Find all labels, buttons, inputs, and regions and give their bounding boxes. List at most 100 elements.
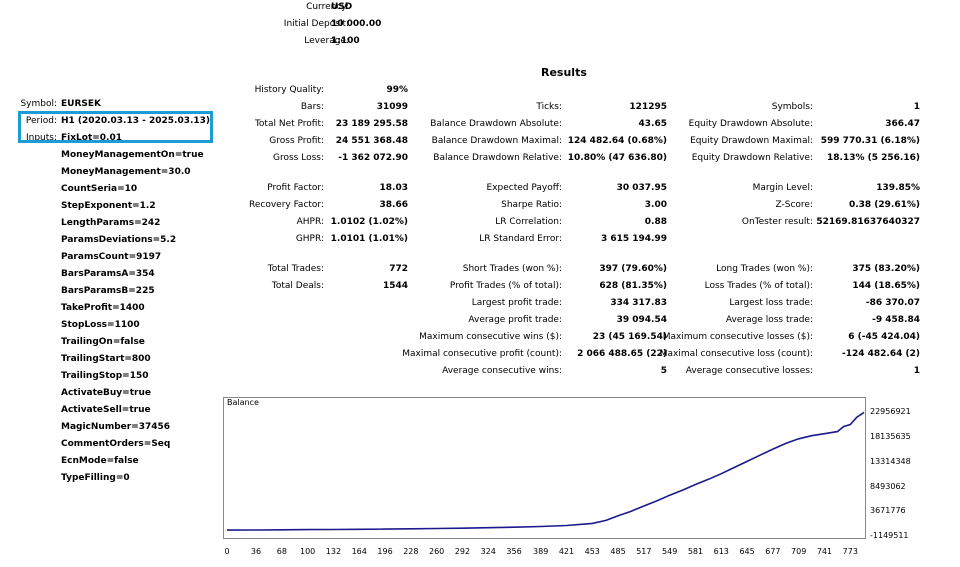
input-param: EcnMode=false (61, 456, 139, 466)
stat-value: 5 (660, 366, 667, 376)
stat-value: 23 (45 169.54) (592, 332, 667, 342)
stat-label: Equity Drawdown Absolute: (688, 119, 813, 129)
stat-label: Margin Level: (752, 183, 813, 193)
stat-label: Total Deals: (271, 281, 324, 291)
stat-label: Largest loss trade: (729, 298, 813, 308)
stat-value: 144 (18.65%) (852, 281, 920, 291)
stat-value: 1544 (382, 281, 408, 291)
stat-label: Sharpe Ratio: (501, 200, 562, 210)
stat-label: Ticks: (536, 102, 562, 112)
stat-value: 31099 (376, 102, 408, 112)
x-tick-label: 421 (558, 547, 575, 556)
input-param: BarsParamsB=225 (61, 286, 155, 296)
stat-label: Balance Drawdown Absolute: (430, 119, 562, 129)
stat-value: 1 (913, 102, 920, 112)
stat-value: 0.38 (29.61%) (848, 200, 920, 210)
stat-value: 52169.81637640327 (816, 217, 920, 227)
stat-value: 375 (83.20%) (852, 264, 920, 274)
stat-value: 38.66 (379, 200, 408, 210)
highlight-box (18, 111, 213, 143)
x-tick-label: 228 (403, 547, 419, 556)
stat-label: Short Trades (won %): (462, 264, 562, 274)
stat-label: Equity Drawdown Relative: (691, 153, 813, 163)
chart-title: Balance (227, 398, 259, 407)
x-tick-label: 100 (299, 547, 316, 556)
stat-value: -1 362 072.90 (338, 153, 408, 163)
x-tick-label: 741 (816, 547, 833, 556)
input-param: MoneyManagementOn=true (61, 150, 204, 160)
currency-value: USD (331, 2, 353, 12)
stat-value: 139.85% (876, 183, 920, 193)
input-param: ActivateBuy=true (61, 388, 151, 398)
stat-label: LR Correlation: (495, 217, 562, 227)
period-label: Period: (25, 116, 57, 126)
y-tick-label: -1149511 (870, 531, 909, 540)
stat-value: 99% (386, 85, 408, 95)
inputs-label: Inputs: (25, 133, 57, 143)
input-param: CountSeria=10 (61, 184, 138, 194)
input-params-list: MoneyManagementOn=true MoneyManagement=30… (61, 149, 204, 489)
stat-label: Profit Factor: (267, 183, 324, 193)
stat-label: Gross Profit: (269, 136, 324, 146)
stat-value: 6 (-45 424.04) (848, 332, 920, 342)
stat-label: Largest profit trade: (471, 298, 562, 308)
stat-value: 772 (389, 264, 408, 274)
stat-label: Average consecutive wins: (442, 366, 562, 376)
input-param: TrailingStop=150 (61, 371, 149, 381)
stat-label: Equity Drawdown Maximal: (690, 136, 813, 146)
stat-label: Total Net Profit: (254, 119, 324, 129)
initial-deposit-value: 10 000.00 (331, 19, 382, 29)
stat-label: Profit Trades (% of total): (449, 281, 562, 291)
x-tick-label: 324 (480, 547, 496, 556)
stat-value: 10.80% (47 636.80) (567, 153, 667, 163)
stat-value: -9 458.84 (872, 315, 920, 325)
stat-label: Average loss trade: (725, 315, 813, 325)
stat-value: 18.13% (5 256.16) (827, 153, 920, 163)
stat-label: AHPR: (296, 217, 324, 227)
x-tick-label: 389 (533, 547, 549, 556)
input-param: TrailingOn=false (61, 337, 145, 347)
input-param: ParamsCount=9197 (61, 252, 162, 262)
input-param: TypeFilling=0 (61, 473, 130, 483)
input-param: ParamsDeviations=5.2 (61, 235, 177, 245)
x-tick-label: 36 (250, 547, 262, 556)
x-tick-label: 517 (636, 547, 652, 556)
stat-value: 334 317.83 (610, 298, 667, 308)
stat-value: 2 066 488.65 (22) (577, 349, 667, 359)
stat-value: 3 615 194.99 (600, 234, 667, 244)
y-tick-label: 13314348 (870, 456, 911, 466)
stat-value: 366.47 (885, 119, 920, 129)
x-tick-label: 0 (224, 547, 230, 556)
initial-deposit-label: Initial Deposit: (283, 19, 349, 29)
stat-label: Long Trades (won %): (716, 264, 813, 274)
stat-value: 39 094.54 (616, 315, 667, 325)
input-param: BarsParamsA=354 (61, 269, 155, 279)
stat-value: 43.65 (638, 119, 667, 129)
symbol-label: Symbol: (20, 99, 57, 109)
x-tick-label: 645 (739, 547, 755, 556)
period-value: H1 (2020.03.13 - 2025.03.13) (61, 116, 211, 126)
stat-label: Bars: (300, 102, 324, 112)
x-tick-label: 773 (842, 547, 858, 556)
inputs-value: FixLot=0.01 (61, 133, 123, 143)
stat-value: 1 (913, 366, 920, 376)
stat-label: Gross Loss: (273, 153, 324, 163)
x-tick-label: 485 (610, 547, 626, 556)
input-param: StopLoss=1100 (61, 320, 140, 330)
stat-label: Total Trades: (267, 264, 324, 274)
stat-label: LR Standard Error: (479, 234, 562, 244)
stat-value: 121295 (629, 102, 667, 112)
stat-value: -124 482.64 (2) (841, 349, 920, 359)
stat-value: -86 370.07 (865, 298, 920, 308)
leverage-label: Leverage: (304, 36, 349, 46)
input-param: CommentOrders=Seq (61, 439, 171, 449)
currency-label: Currency: (306, 2, 349, 12)
y-tick-label: 3671776 (870, 506, 906, 516)
stat-label: History Quality: (254, 85, 324, 95)
stat-label: Z-Score: (775, 200, 814, 210)
x-tick-label: 549 (662, 547, 678, 556)
input-param: MagicNumber=37456 (61, 422, 171, 432)
stat-value: 599 770.31 (6.18%) (820, 136, 920, 146)
x-tick-label: 260 (429, 547, 445, 556)
x-tick-label: 164 (351, 547, 367, 556)
